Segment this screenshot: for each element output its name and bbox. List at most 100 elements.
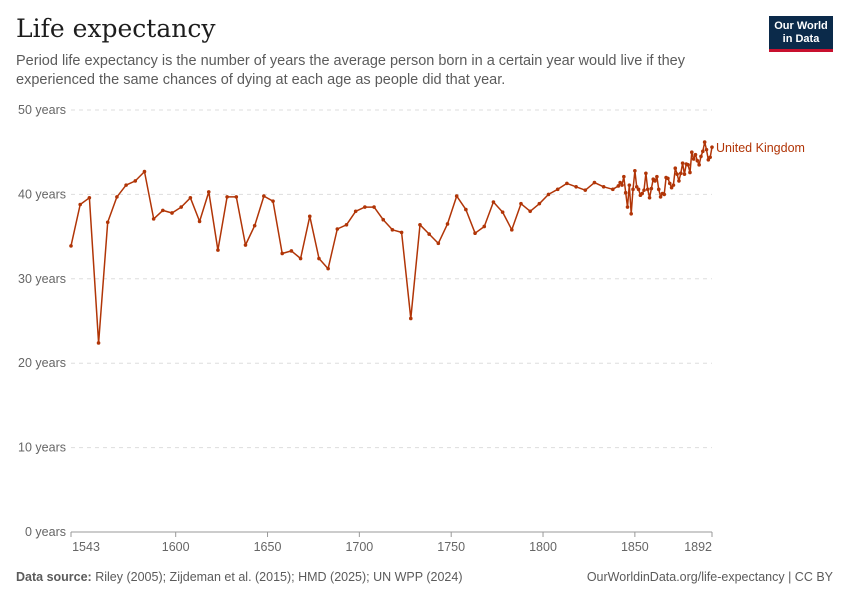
data-point (669, 185, 674, 190)
data-point (78, 202, 82, 207)
x-tick-label: 1892 (684, 540, 712, 554)
data-point (688, 170, 692, 175)
data-point (693, 152, 698, 157)
data-point (289, 249, 294, 253)
data-point (363, 205, 367, 209)
data-point (708, 155, 712, 160)
data-point (510, 228, 514, 232)
data-point (381, 217, 386, 222)
data-point (69, 244, 73, 248)
data-source-text: Riley (2005); Zijdeman et al. (2015); HM… (95, 570, 463, 584)
data-point (618, 180, 622, 185)
data-point (623, 190, 628, 195)
data-point (629, 212, 633, 216)
data-point (464, 207, 468, 212)
series-line-united-kingdom (70, 141, 713, 344)
data-point (519, 201, 523, 206)
data-point (691, 157, 696, 161)
data-point (335, 227, 340, 231)
data-point (280, 251, 285, 256)
data-point (574, 185, 578, 189)
data-point (701, 149, 705, 154)
grid-layer: 0 years 10 years 20 years 30 years 40 years 5… (18, 103, 712, 539)
data-point (622, 174, 626, 179)
data-point (633, 168, 637, 173)
data-point (344, 222, 349, 227)
y-tick-label: 30 years (18, 272, 66, 286)
data-point (662, 192, 667, 197)
series-label-layer: United Kingdom (716, 141, 805, 155)
data-point (631, 187, 635, 192)
data-point (686, 163, 690, 167)
y-tick-label: 50 years (18, 103, 66, 117)
x-tick-label: 1850 (621, 540, 649, 554)
data-point (649, 186, 654, 191)
data-point (675, 172, 679, 176)
data-point (680, 161, 685, 165)
data-point (583, 188, 588, 192)
data-point (115, 195, 119, 199)
owid-logo[interactable]: Our World in Data (769, 16, 833, 52)
data-point (695, 158, 700, 163)
data-point (625, 205, 630, 209)
data-point (390, 228, 395, 232)
data-point (225, 195, 229, 199)
data-point (656, 187, 661, 192)
data-point (161, 208, 165, 213)
x-tick-label: 1750 (437, 540, 465, 554)
source-url-link[interactable]: OurWorldinData.org/life-expectancy | CC … (586, 570, 833, 584)
data-point (188, 195, 193, 200)
data-point (234, 195, 239, 199)
data-point (699, 154, 703, 159)
data-point (636, 187, 641, 192)
data-point (706, 157, 711, 162)
data-point (647, 195, 652, 200)
data-point (565, 181, 569, 186)
data-point (317, 256, 321, 261)
data-point (326, 266, 330, 271)
data-point (298, 256, 303, 261)
data-point (611, 187, 615, 192)
data-point (436, 241, 441, 246)
y-tick-label: 0 years (25, 525, 66, 539)
data-point (620, 183, 624, 187)
data-point (689, 150, 694, 154)
y-tick-label: 20 years (18, 356, 66, 370)
x-tick-label: 1600 (162, 540, 190, 554)
series-label[interactable]: United Kingdom (716, 141, 805, 155)
data-point (592, 180, 597, 185)
data-point (645, 187, 650, 192)
data-point (634, 185, 639, 189)
data-source: Data source: Riley (2005); Zijdeman et a… (16, 570, 463, 584)
data-point (427, 232, 431, 236)
data-point (216, 248, 220, 252)
data-point (197, 219, 202, 224)
y-tick-label: 40 years (18, 187, 66, 201)
data-point (271, 199, 275, 203)
data-point (491, 200, 496, 204)
data-point (372, 205, 376, 209)
data-point (307, 214, 312, 219)
logo-line-1: Our World (774, 20, 828, 32)
x-axis: 1543 1600 1650 1700 1750 1800 1850 1892 (70, 531, 713, 554)
x-tick-label: 1800 (529, 540, 557, 554)
data-point (243, 243, 248, 247)
data-point (142, 169, 147, 174)
data-source-label: Data source: (16, 570, 92, 584)
data-point (133, 179, 138, 183)
data-point (170, 211, 174, 215)
data-point (408, 316, 413, 321)
series-layer (69, 140, 714, 345)
x-tick-label: 1543 (72, 540, 100, 554)
data-point (616, 184, 621, 188)
chart-title: Life expectancy (16, 14, 216, 43)
data-point (473, 231, 477, 236)
data-point (445, 222, 450, 226)
data-point (87, 195, 92, 200)
data-point (655, 174, 659, 179)
data-point (667, 181, 672, 186)
data-point (697, 163, 701, 167)
data-point (252, 223, 257, 228)
data-point (500, 210, 505, 214)
